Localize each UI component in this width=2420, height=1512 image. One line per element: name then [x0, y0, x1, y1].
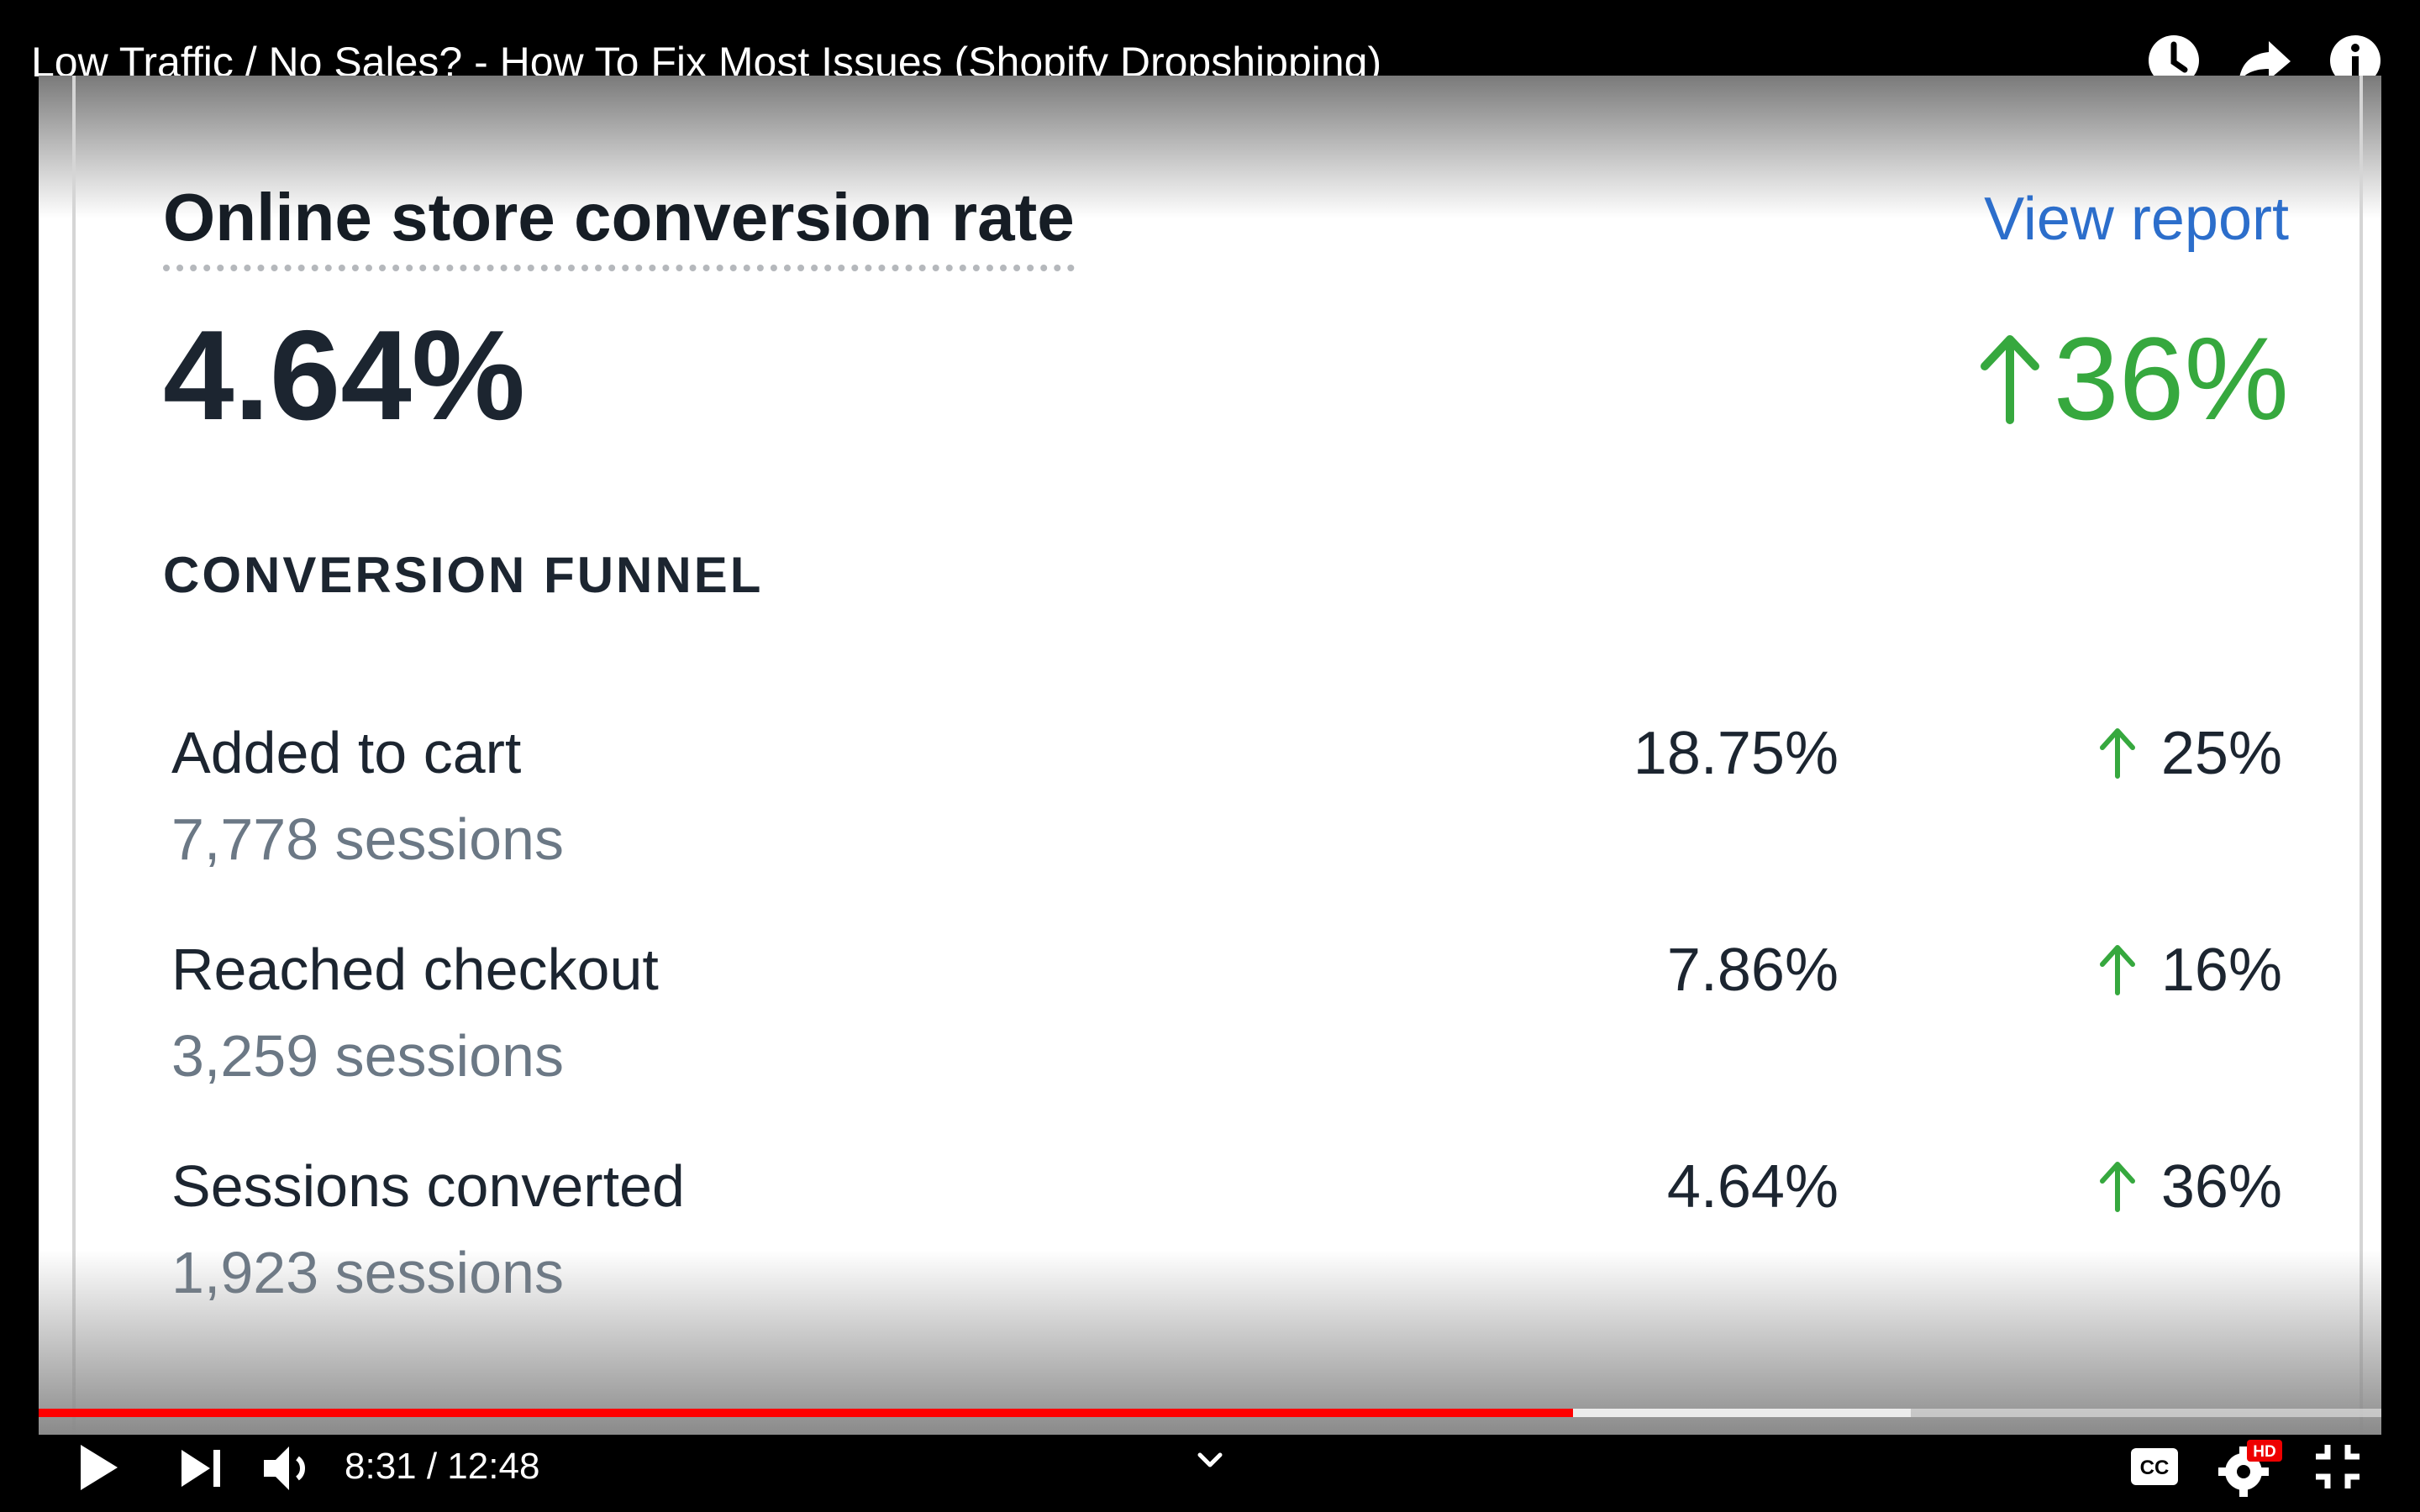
funnel-row: Sessions converted 1,923 sessions 4.64% … [39, 1152, 2381, 1337]
funnel-rate: 7.86% [1666, 937, 1839, 1004]
conversion-rate-change: 36% [1976, 311, 2289, 447]
captions-icon: CC [2131, 1448, 2178, 1485]
next-button[interactable] [176, 1443, 227, 1494]
funnel-sessions: 1,923 sessions [171, 1240, 564, 1305]
captions-label: CC [2140, 1457, 2170, 1479]
gear-icon: HD [2218, 1440, 2282, 1497]
funnel-change-value: 36% [2160, 1153, 2282, 1221]
arrow-up-icon [2099, 728, 2135, 779]
info-icon[interactable] [2326, 31, 2385, 90]
frame-border-right [2360, 76, 2363, 1435]
funnel-sessions: 7,778 sessions [171, 806, 564, 872]
volume-button[interactable] [260, 1441, 316, 1495]
settings-button[interactable]: HD [2218, 1438, 2287, 1497]
funnel-change: 16% [2099, 936, 2282, 1005]
exit-fullscreen-icon [2316, 1445, 2360, 1488]
next-icon [182, 1450, 220, 1487]
video-frame[interactable]: Online store conversion rate View report… [39, 76, 2381, 1435]
funnel-change: 36% [2099, 1152, 2282, 1221]
card-title: Online store conversion rate [163, 179, 1075, 271]
funnel-rate: 18.75% [1633, 720, 1839, 787]
funnel-sessions: 3,259 sessions [171, 1023, 564, 1089]
arrow-up-icon [2099, 945, 2135, 995]
frame-border-left [72, 76, 76, 1435]
volume-icon [264, 1446, 305, 1490]
funnel-change: 25% [2099, 719, 2282, 788]
funnel-change-value: 16% [2160, 937, 2282, 1004]
exit-fullscreen-button[interactable] [2312, 1441, 2363, 1492]
funnel-rate: 4.64% [1666, 1153, 1839, 1221]
share-icon[interactable] [2235, 31, 2294, 90]
captions-button[interactable]: CC [2129, 1445, 2180, 1488]
funnel-label: Reached checkout [171, 937, 659, 1002]
hd-badge: HD [2253, 1443, 2275, 1461]
time-display: 8:31 / 12:48 [345, 1446, 540, 1487]
clock-icon[interactable] [2144, 31, 2203, 90]
arrow-up-icon [2099, 1162, 2135, 1212]
conversion-rate-change-value: 36% [2053, 312, 2289, 444]
play-icon [81, 1445, 118, 1490]
progress-bar[interactable] [39, 1409, 2381, 1417]
play-button[interactable] [72, 1438, 126, 1497]
view-report-link: View report [1984, 186, 2289, 253]
funnel-row: Added to cart 7,778 sessions 18.75% 25% [39, 719, 2381, 904]
funnel-change-value: 25% [2160, 720, 2282, 787]
progress-played [39, 1409, 1574, 1417]
funnel-label: Sessions converted [171, 1153, 685, 1219]
funnel-label: Added to cart [171, 720, 522, 785]
section-label: CONVERSION FUNNEL [163, 547, 764, 603]
arrow-up-icon [1980, 335, 2039, 424]
funnel-row: Reached checkout 3,259 sessions 7.86% 16… [39, 936, 2381, 1121]
chevron-down-icon[interactable] [1193, 1448, 1227, 1473]
conversion-rate-value: 4.64% [163, 304, 525, 447]
